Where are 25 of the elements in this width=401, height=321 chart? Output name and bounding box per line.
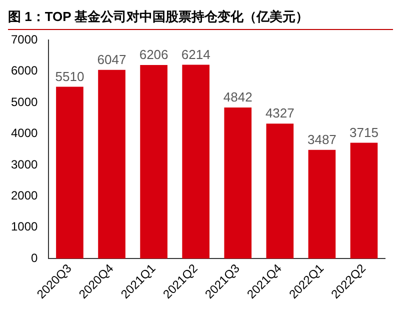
bar [266,124,294,259]
data-label: 6206 [139,47,168,62]
bar [308,150,336,259]
data-label: 5510 [55,68,84,84]
data-label: 3715 [350,124,378,140]
chart-title: 图 1：TOP 基金公司对中国股票持仓变化（亿美元） [8,8,393,30]
y-tick-label: 6000 [10,64,38,78]
y-tick-label: 5000 [10,94,38,109]
bar [140,64,168,259]
y-tick-label: 7000 [10,32,38,47]
bar [350,142,378,259]
y-tick-label: 3000 [10,157,38,172]
data-label: 4327 [265,106,294,121]
data-label: 6214 [181,46,210,62]
bar [182,64,210,259]
data-label: 6047 [97,52,126,68]
data-label: 3487 [307,132,336,147]
bar [98,70,126,259]
bar [224,108,252,259]
data-label: 4842 [223,90,252,105]
y-tick-label: 2000 [10,188,38,203]
bar [56,86,84,259]
y-tick-label: 4000 [10,126,38,140]
y-tick-label: 0 [31,250,38,265]
y-tick-label: 1000 [10,220,38,234]
